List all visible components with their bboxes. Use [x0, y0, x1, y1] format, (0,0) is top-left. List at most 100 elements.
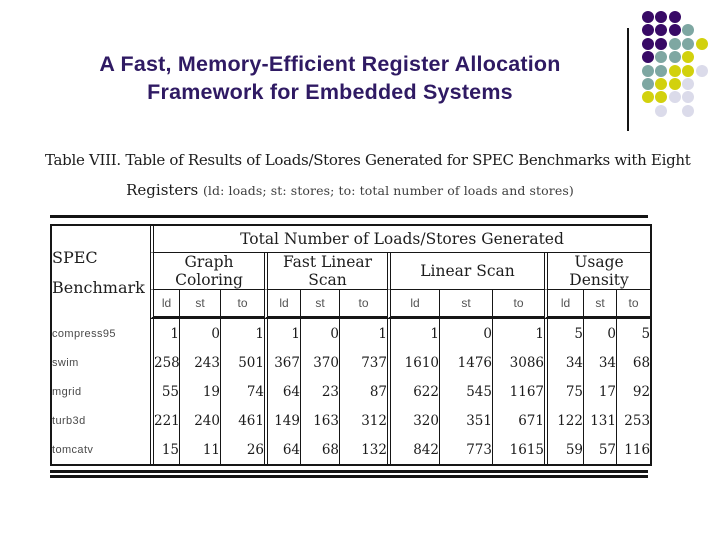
header-row-groups: Graph Coloring Fast Linear Scan Linear S… [52, 253, 651, 290]
value-cell: 64 [264, 377, 300, 406]
group-header-usage-density: Usage Density [544, 253, 651, 290]
vertical-accent-line [627, 28, 629, 131]
value-cell: 1167 [492, 377, 544, 406]
table-caption-line1: Table VIII. Table of Results of Loads/St… [45, 151, 691, 169]
value-cell: 116 [616, 435, 650, 464]
value-cell: 1 [264, 319, 300, 348]
decor-dot [682, 78, 695, 90]
table-top-rule [50, 215, 648, 218]
results-table: SPEC Benchmark Total Number of Loads/Sto… [50, 224, 653, 466]
subcol-header: to [616, 290, 651, 319]
value-cell: 5 [544, 319, 583, 348]
value-cell: 34 [583, 348, 616, 377]
decor-dot [655, 24, 668, 37]
value-cell: 312 [339, 406, 387, 435]
benchmark-cell: mgrid [52, 385, 82, 398]
value-cell: 1476 [439, 348, 492, 377]
decor-dot [682, 51, 695, 64]
value-cell: 1 [387, 319, 439, 348]
value-cell: 92 [616, 377, 650, 406]
span-header-cell: Total Number of Loads/Stores Generated [150, 226, 651, 253]
value-cell: 370 [300, 348, 339, 377]
value-cell: 74 [220, 377, 264, 406]
decor-dot [655, 11, 668, 23]
table-caption-legend: (ld: loads; st: stores; to: total number… [202, 183, 574, 198]
slide-title-line1: A Fast, Memory-Efficient Register Alloca… [99, 52, 561, 76]
value-cell: 75 [544, 377, 583, 406]
value-cell: 149 [264, 406, 300, 435]
table-bottom-rule-1 [50, 470, 648, 473]
value-cell: 320 [387, 406, 439, 435]
value-cell: 87 [339, 377, 387, 406]
value-cell: 1 [150, 319, 179, 348]
value-cell: 15 [150, 435, 179, 464]
subcol-header: to [220, 290, 264, 319]
value-cell: 367 [264, 348, 300, 377]
decor-dot [668, 11, 681, 23]
decor-dot [695, 64, 708, 77]
decor-dot [642, 24, 654, 37]
decor-dot [642, 78, 654, 90]
decor-dot [655, 78, 668, 90]
value-cell: 0 [300, 319, 339, 348]
subcol-header: ld [150, 290, 179, 319]
value-cell: 501 [220, 348, 264, 377]
decor-dot [655, 64, 668, 77]
decor-dot [668, 91, 681, 104]
value-cell: 461 [220, 406, 264, 435]
decor-dot [695, 37, 708, 50]
decor-dot [668, 51, 681, 64]
dot-pattern-decoration [642, 11, 712, 131]
subcol-header: st [583, 290, 616, 319]
value-cell: 1 [492, 319, 544, 348]
value-cell: 59 [544, 435, 583, 464]
subcol-header: st [179, 290, 220, 319]
slide-title: A Fast, Memory-Efficient Register Alloca… [30, 50, 630, 106]
group-header-graph-coloring: Graph Coloring [150, 253, 264, 290]
decor-dot [668, 37, 681, 50]
value-cell: 3086 [492, 348, 544, 377]
slide-title-line2: Framework for Embedded Systems [147, 80, 513, 104]
value-cell: 622 [387, 377, 439, 406]
decor-dot [642, 37, 654, 50]
table-caption-line2: Registers (ld: loads; st: stores; to: to… [45, 181, 655, 199]
subcol-header: st [300, 290, 339, 319]
corner-header-line1: SPEC [52, 247, 98, 267]
value-cell: 0 [179, 319, 220, 348]
subcol-header: ld [264, 290, 300, 319]
table-row: mgrid 55 19 74 64 23 87 622 545 1167 75 17 92 [52, 377, 650, 406]
benchmark-cell: swim [52, 356, 79, 369]
value-cell: 842 [387, 435, 439, 464]
table-caption-lead: Registers [126, 181, 203, 199]
group-header-linear-scan: Linear Scan [387, 253, 544, 290]
value-cell: 243 [179, 348, 220, 377]
decor-dot [668, 78, 681, 90]
table-bottom-rule-2 [50, 475, 648, 478]
benchmark-cell: compress95 [52, 327, 116, 340]
decor-dot [642, 11, 654, 23]
decor-dot [668, 24, 681, 37]
results-table-body: compress95 1 0 1 1 0 1 1 0 1 5 0 5 swim 258 243 501 367 37… [52, 319, 650, 464]
subcol-header: ld [544, 290, 583, 319]
value-cell: 122 [544, 406, 583, 435]
decor-dot [655, 91, 668, 104]
benchmark-cell: tomcatv [52, 443, 94, 456]
decor-dot [642, 64, 654, 77]
decor-dot [655, 37, 668, 50]
value-cell: 163 [300, 406, 339, 435]
value-cell: 11 [179, 435, 220, 464]
decor-dot [682, 91, 695, 104]
value-cell: 1 [220, 319, 264, 348]
value-cell: 737 [339, 348, 387, 377]
value-cell: 17 [583, 377, 616, 406]
value-cell: 773 [439, 435, 492, 464]
decor-dot [668, 64, 681, 77]
value-cell: 1 [339, 319, 387, 348]
decor-dot [682, 24, 695, 37]
table-row: tomcatv 15 11 26 64 68 132 842 773 1615 59 57 116 [52, 435, 650, 464]
header-row-span: SPEC Benchmark Total Number of Loads/Sto… [52, 226, 651, 297]
value-cell: 19 [179, 377, 220, 406]
value-cell: 545 [439, 377, 492, 406]
value-cell: 34 [544, 348, 583, 377]
